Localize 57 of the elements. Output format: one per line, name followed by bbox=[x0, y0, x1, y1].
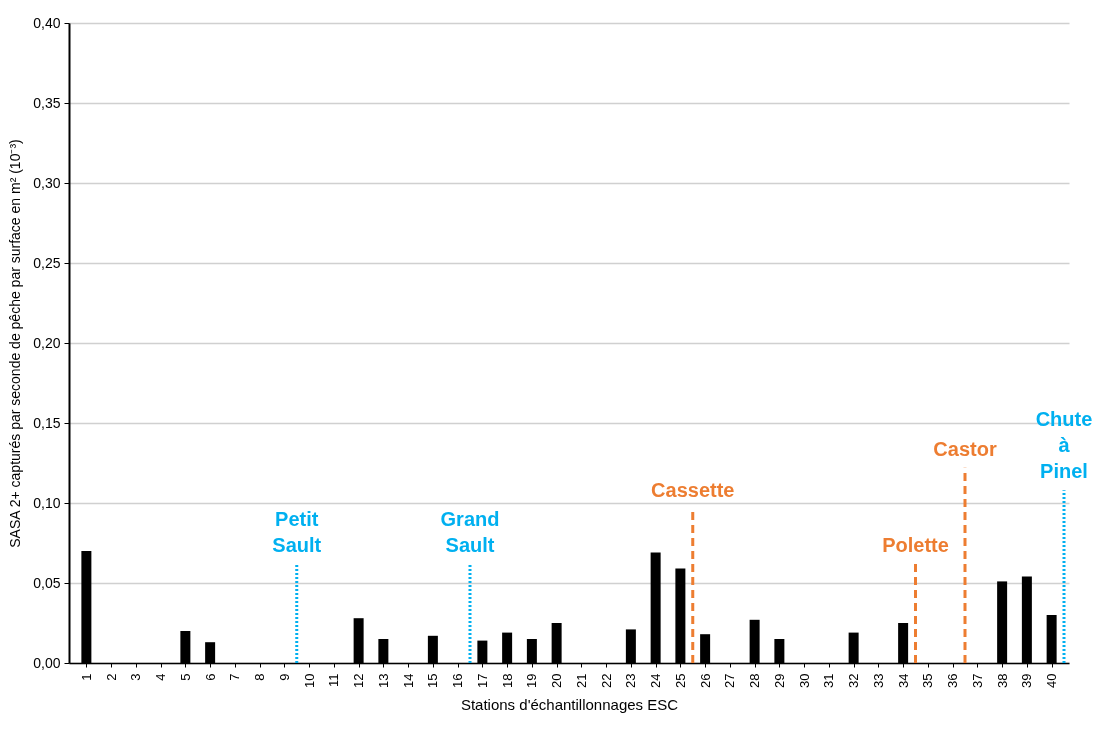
x-tick-label: 18 bbox=[499, 673, 515, 688]
x-tick-label: 22 bbox=[598, 673, 614, 688]
annotation: Cassette bbox=[651, 479, 735, 502]
x-tick-label: 15 bbox=[425, 673, 441, 688]
x-tick-label: 7 bbox=[227, 673, 243, 681]
x-tick-label: 28 bbox=[747, 673, 763, 688]
y-tick-label: 0,00 bbox=[33, 654, 61, 671]
x-tick-label: 23 bbox=[623, 673, 639, 688]
x-tick-label: 10 bbox=[301, 673, 317, 688]
x-tick-label: 37 bbox=[969, 673, 985, 688]
x-tick-label: 26 bbox=[697, 673, 713, 688]
x-tick-label: 12 bbox=[351, 673, 367, 688]
x-tick-label: 35 bbox=[920, 673, 936, 688]
x-tick-label: 34 bbox=[895, 673, 911, 688]
x-tick-label: 5 bbox=[177, 673, 193, 681]
x-tick-label: 30 bbox=[796, 673, 812, 688]
x-tick-label: 1 bbox=[78, 673, 94, 681]
x-tick-label: 17 bbox=[474, 673, 490, 688]
x-tick-label: 36 bbox=[945, 673, 961, 688]
y-tick-label: 0,15 bbox=[33, 414, 61, 431]
x-tick-label: 31 bbox=[821, 673, 837, 688]
x-tick-label: 13 bbox=[375, 673, 391, 688]
x-tick-label: 33 bbox=[870, 673, 886, 688]
x-tick-label: 27 bbox=[722, 673, 738, 688]
x-axis-title: Stations d'échantillonnages ESC bbox=[460, 695, 679, 713]
x-tick-label: 19 bbox=[524, 673, 540, 688]
x-tick-label: 11 bbox=[326, 673, 342, 687]
y-tick-label: 0,10 bbox=[33, 494, 61, 511]
y-axis-title: SASA 2+ capturés par seconde de pêche par surface en m² (10⁻³) bbox=[7, 139, 24, 548]
y-tick-label: 0,30 bbox=[33, 174, 61, 191]
x-tick-label: 20 bbox=[549, 673, 565, 688]
x-tick-label: 29 bbox=[771, 673, 787, 688]
x-tick-label: 14 bbox=[400, 673, 416, 688]
x-tick-label: 32 bbox=[846, 673, 862, 688]
x-tick-label: 39 bbox=[1019, 673, 1035, 688]
y-tick-label: 0,35 bbox=[33, 94, 61, 111]
x-tick-label: 40 bbox=[1044, 673, 1060, 688]
x-tick-label: 25 bbox=[672, 673, 688, 688]
x-tick-label: 21 bbox=[573, 673, 589, 688]
annotation: Castor bbox=[933, 437, 997, 460]
x-tick-label: 4 bbox=[153, 673, 169, 681]
annotation: Petit Sault bbox=[272, 507, 322, 556]
y-tick-label: 0,05 bbox=[33, 574, 61, 591]
y-tick-label: 0,20 bbox=[33, 334, 61, 351]
x-tick-label: 3 bbox=[128, 673, 144, 681]
x-tick-label: 24 bbox=[648, 673, 664, 688]
x-tick-label: 9 bbox=[276, 673, 292, 681]
annotation: Grand Sault bbox=[440, 507, 500, 556]
annotation: Polette bbox=[882, 533, 949, 556]
x-tick-label: 16 bbox=[450, 673, 466, 688]
x-tick-label: 6 bbox=[202, 673, 218, 681]
y-tick-label: 0,25 bbox=[33, 254, 61, 271]
x-tick-label: 2 bbox=[103, 673, 119, 681]
y-tick-label: 0,40 bbox=[33, 14, 61, 31]
annotation: Chute à Pinel bbox=[1035, 408, 1093, 483]
x-tick-label: 38 bbox=[994, 673, 1010, 688]
x-tick-label: 8 bbox=[252, 673, 268, 681]
